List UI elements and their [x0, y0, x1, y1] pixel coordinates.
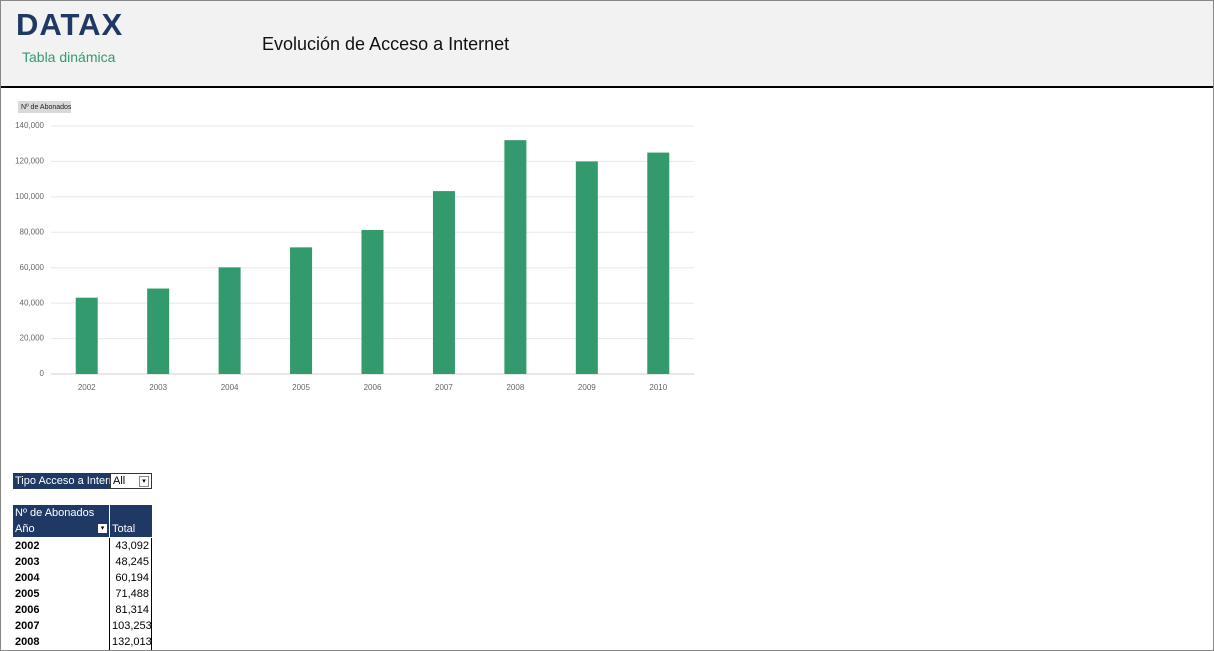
bar: [504, 140, 527, 374]
y-tick-label: 40,000: [20, 298, 45, 307]
bar: [361, 229, 384, 374]
x-tick-label: 2009: [578, 383, 596, 392]
y-axis-label: Nº de Abonados: [21, 104, 72, 111]
filter-label: Tipo Acceso a Internet: [13, 473, 125, 489]
chart: Nº de Abonados 0 20,000 40,000 60,000 80,000…: [15, 101, 694, 392]
bar: [75, 297, 98, 374]
x-tick-label: 2005: [292, 383, 310, 392]
filter-value: All: [113, 475, 126, 487]
year-cell: 2005: [13, 586, 110, 602]
total-cell: 103,253: [112, 618, 152, 634]
x-tick-label: 2003: [149, 383, 167, 392]
x-tick-label: 2006: [364, 383, 382, 392]
year-cell: 2007: [13, 618, 110, 634]
y-tick-label: 100,000: [15, 192, 44, 201]
title: Evolución de Acceso a Internet: [262, 34, 510, 54]
dropdown-button[interactable]: ▾: [139, 476, 149, 487]
measure-header: Nº de Abonados: [13, 505, 110, 521]
row-filter-button[interactable]: ▾: [98, 524, 107, 533]
total-cell: 81,314: [110, 602, 152, 618]
bar: [575, 161, 598, 374]
bar: [218, 267, 241, 374]
y-label-box: [18, 101, 71, 113]
header: DATAX Tabla dinámica Evolución de Acceso…: [1, 1, 1213, 88]
year-cell: 2008: [13, 634, 110, 650]
y-tick-label: 60,000: [20, 263, 45, 272]
x-tick-label: 2002: [78, 383, 96, 392]
subtitle: Tabla dinámica: [22, 49, 116, 65]
total-cell: 48,245: [110, 554, 152, 570]
bar: [647, 152, 670, 374]
y-tick-label: 120,000: [15, 157, 44, 166]
x-tick-label: 2007: [435, 383, 453, 392]
x-tick-label: 2008: [506, 383, 524, 392]
total-cell: 132,013: [112, 634, 152, 650]
total-cell: 60,194: [110, 570, 152, 586]
bar: [147, 288, 170, 374]
x-tick-label: 2004: [221, 383, 239, 392]
year-cell: 2006: [13, 602, 110, 618]
y-tick-label: 80,000: [20, 227, 45, 236]
row-header-text: Año: [15, 523, 35, 535]
total-header: Total: [110, 521, 152, 537]
row-header: Año ▾: [13, 521, 110, 537]
year-cell: 2003: [13, 554, 110, 570]
y-tick-label: 0: [40, 369, 45, 378]
header-cell: [110, 505, 152, 521]
logo: DATAX: [16, 7, 124, 42]
bar: [290, 247, 313, 374]
y-tick-label: 140,000: [15, 121, 44, 130]
total-cell: 43,092: [110, 538, 152, 554]
total-cell: 71,488: [110, 586, 152, 602]
year-cell: 2004: [13, 570, 110, 586]
bar: [432, 191, 455, 374]
y-tick-label: 20,000: [20, 334, 45, 343]
year-cell: 2002: [13, 538, 110, 554]
filter-dropdown[interactable]: All ▾: [110, 473, 152, 489]
x-tick-label: 2010: [649, 383, 667, 392]
